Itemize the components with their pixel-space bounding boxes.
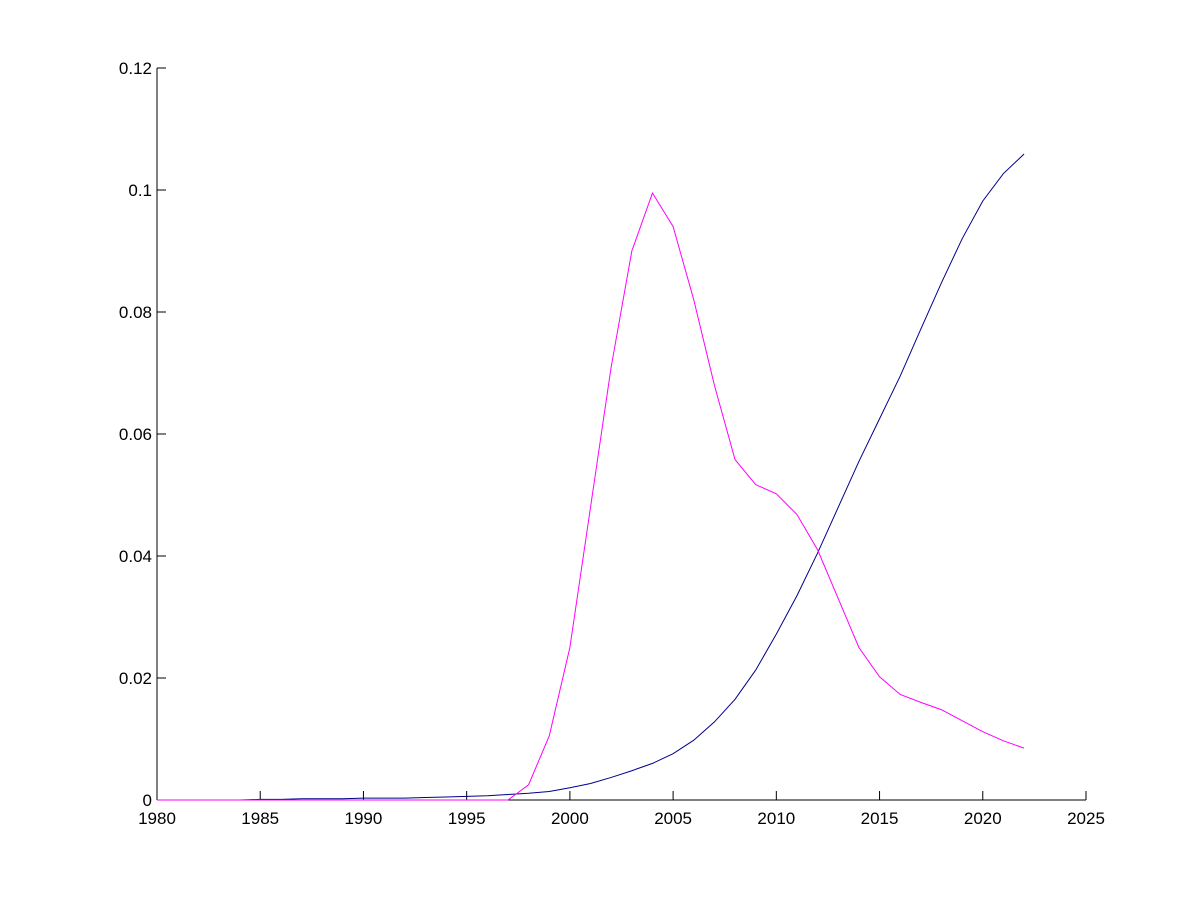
y-tick-label: 0.1 [128,181,152,200]
data-line [157,153,1025,801]
x-tick-label: 1990 [345,809,383,828]
x-tick-label: 1980 [138,809,176,828]
x-tick-label: 1985 [241,809,279,828]
y-tick-label: 0.12 [119,59,152,78]
x-tick-label: 2005 [654,809,692,828]
x-tick-label: 2025 [1067,809,1105,828]
data-line [157,191,1025,801]
y-tick-label: 0.08 [119,303,152,322]
x-tick-label: 1995 [448,809,486,828]
x-tick-label: 2020 [964,809,1002,828]
x-tick-label: 2000 [551,809,589,828]
x-tick-label: 2015 [861,809,899,828]
y-tick-label: 0.06 [119,425,152,444]
y-tick-label: 0 [143,791,152,810]
y-tick-label: 0.04 [119,547,152,566]
y-tick-label: 0.02 [119,669,152,688]
x-tick-label: 2010 [757,809,795,828]
